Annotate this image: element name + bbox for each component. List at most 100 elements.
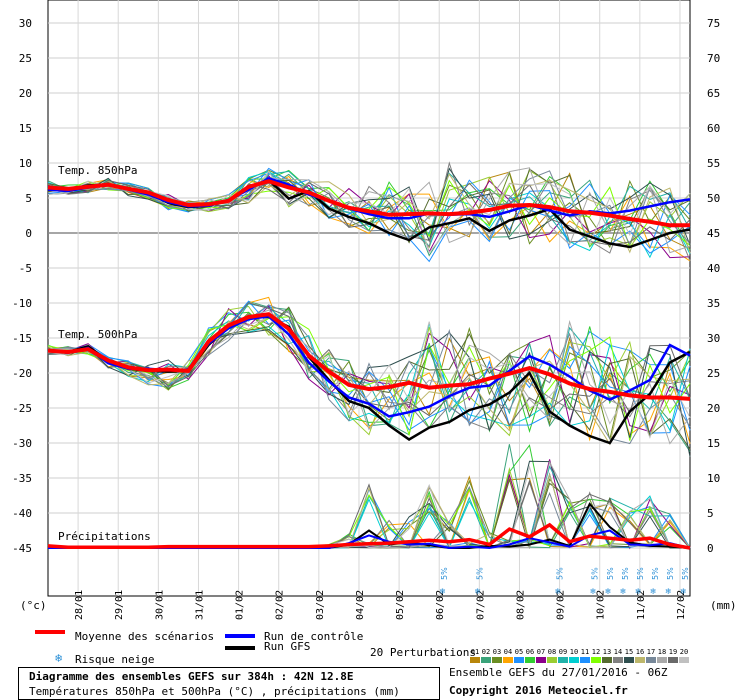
t500-member-line: [47, 316, 691, 439]
perturbation-swatch: [624, 656, 634, 663]
y-tick-left: -40: [12, 507, 32, 520]
snow-risk-label: 5%: [591, 567, 600, 580]
x-date-label: 09/02: [556, 590, 567, 620]
snow-risk-label: 5%: [681, 567, 690, 580]
perturbation-number: 02: [481, 648, 491, 656]
perturbation-numbers: 01 02 03 04 05 06 07 08 09 10 11 12 13 14 15 16 17 18 19 20: [470, 639, 700, 658]
perturbation-swatch: [635, 656, 645, 663]
grid: [48, 0, 690, 596]
perturbation-number: 12: [591, 648, 601, 656]
y-tick-right: 15: [707, 437, 720, 450]
perturbation-swatch: [492, 656, 502, 663]
perturbation-swatch: [470, 656, 480, 663]
x-date-label: 28/01: [74, 590, 85, 620]
footer-subtitle: Températures 850hPa et 500hPa (°C) , pré…: [29, 685, 400, 698]
series-group: [47, 161, 691, 550]
x-date-label: 08/02: [515, 590, 526, 620]
x-date-label: 02/02: [275, 590, 286, 620]
y-tick-right: 65: [707, 87, 720, 100]
y-tick-right: 20: [707, 402, 720, 415]
legend-control-swatch: [225, 634, 255, 638]
panel-labels: Temp. 850hPa Temp. 500hPa Précipitations…: [20, 164, 737, 612]
y-tick-right: 45: [707, 227, 720, 240]
perturbation-number: 01: [470, 648, 480, 656]
ylabel-right: (mm): [710, 599, 737, 612]
snow-risk-label: 5%: [556, 567, 565, 580]
label-t850: Temp. 850hPa: [58, 164, 137, 177]
y-tick-right: 55: [707, 157, 720, 170]
label-t500: Temp. 500hPa: [58, 328, 137, 341]
legend-gfs-label: Run GFS: [264, 640, 311, 653]
y-tick-left: 15: [19, 122, 32, 135]
legend-snow-label: Risque neige: [75, 653, 155, 666]
perturbation-swatch: [536, 656, 546, 663]
label-precip: Précipitations: [58, 530, 151, 543]
perturbation-number: 18: [657, 648, 667, 656]
perturbation-swatch: [525, 656, 535, 663]
t850-member-line: [47, 170, 691, 246]
snow-risk-label: 5%: [606, 567, 615, 580]
y-tick-left: 30: [19, 17, 32, 30]
y-tick-left: -45: [12, 542, 32, 555]
perturbation-swatch: [602, 656, 612, 663]
snow-markers: 5% ❄ 5% ❄ 5% ❄ 5% ❄ 5% ❄ 5% ❄ 5% ❄ 5% ❄ 5% ❄ 5% ❄: [439, 567, 690, 596]
perturbation-number: 19: [668, 648, 678, 656]
t850-member-line: [47, 170, 691, 254]
perturbation-swatch: [503, 656, 513, 663]
y-tick-left: 5: [25, 192, 32, 205]
snowflake-icon: ❄: [590, 587, 597, 596]
legend-gfs-swatch: [225, 646, 255, 650]
perturbation-number: 05: [514, 648, 524, 656]
y-tick-right: 50: [707, 192, 720, 205]
perturbation-number: 03: [492, 648, 502, 656]
x-date-label: 05/02: [395, 590, 406, 620]
perturbation-number: 06: [525, 648, 535, 656]
t500-member-line: [47, 316, 691, 441]
perturbation-number: 13: [602, 648, 612, 656]
y-tick-right: 40: [707, 262, 720, 275]
x-date-label: 06/02: [435, 590, 446, 620]
perturbation-number: 20: [679, 648, 689, 656]
snow-risk-label: 5%: [666, 567, 675, 580]
x-date-label: 31/01: [194, 590, 205, 620]
t850-member-line: [47, 167, 691, 246]
t500-member-line: [47, 329, 691, 457]
y-tick-right: 5: [707, 507, 714, 520]
t850-mean-line: [47, 179, 690, 228]
snowflake-icon: ❄: [55, 651, 63, 665]
y-tick-left: -30: [12, 437, 32, 450]
perturbation-swatch: [591, 656, 601, 663]
t500-member-line: [47, 309, 691, 445]
y-tick-left: -5: [19, 262, 32, 275]
snow-risk-label: 5%: [651, 567, 660, 580]
snowflake-icon: ❄: [605, 587, 612, 596]
snowflake-icon: ❄: [635, 587, 642, 596]
perturbation-number: 11: [580, 648, 590, 656]
perturbation-swatch: [569, 656, 579, 663]
x-date-label: 29/01: [114, 590, 125, 620]
footer-run-info: Ensemble GEFS du 27/01/2016 - 06Z: [449, 666, 668, 679]
t500-member-line: [47, 309, 691, 431]
legend-mean-label: Moyenne des scénarios: [75, 630, 215, 643]
t500-mean-line: [47, 312, 691, 401]
footer-copyright: Copyright 2016 Meteociel.fr: [449, 684, 628, 697]
perturbation-swatch: [646, 656, 656, 663]
y-tick-left: -10: [12, 297, 32, 310]
y-tick-right: 10: [707, 472, 720, 485]
y-tick-right: 30: [707, 332, 720, 345]
perturbation-swatch: [679, 656, 689, 663]
x-date-label: 30/01: [154, 590, 165, 620]
perturbation-number: 07: [536, 648, 546, 656]
y-tick-left: 0: [25, 227, 32, 240]
y-tick-left: 10: [19, 157, 32, 170]
x-date-label: 07/02: [475, 590, 486, 620]
perturbation-swatch: [558, 656, 568, 663]
snowflake-icon: ❄: [665, 587, 672, 596]
y-tick-left: 25: [19, 52, 32, 65]
x-date-label: 03/02: [315, 590, 326, 620]
legend-perturbations-label: 20 Perturbations: [370, 646, 476, 659]
y-tick-left: -35: [12, 472, 32, 485]
perturbation-swatch: [514, 656, 524, 663]
